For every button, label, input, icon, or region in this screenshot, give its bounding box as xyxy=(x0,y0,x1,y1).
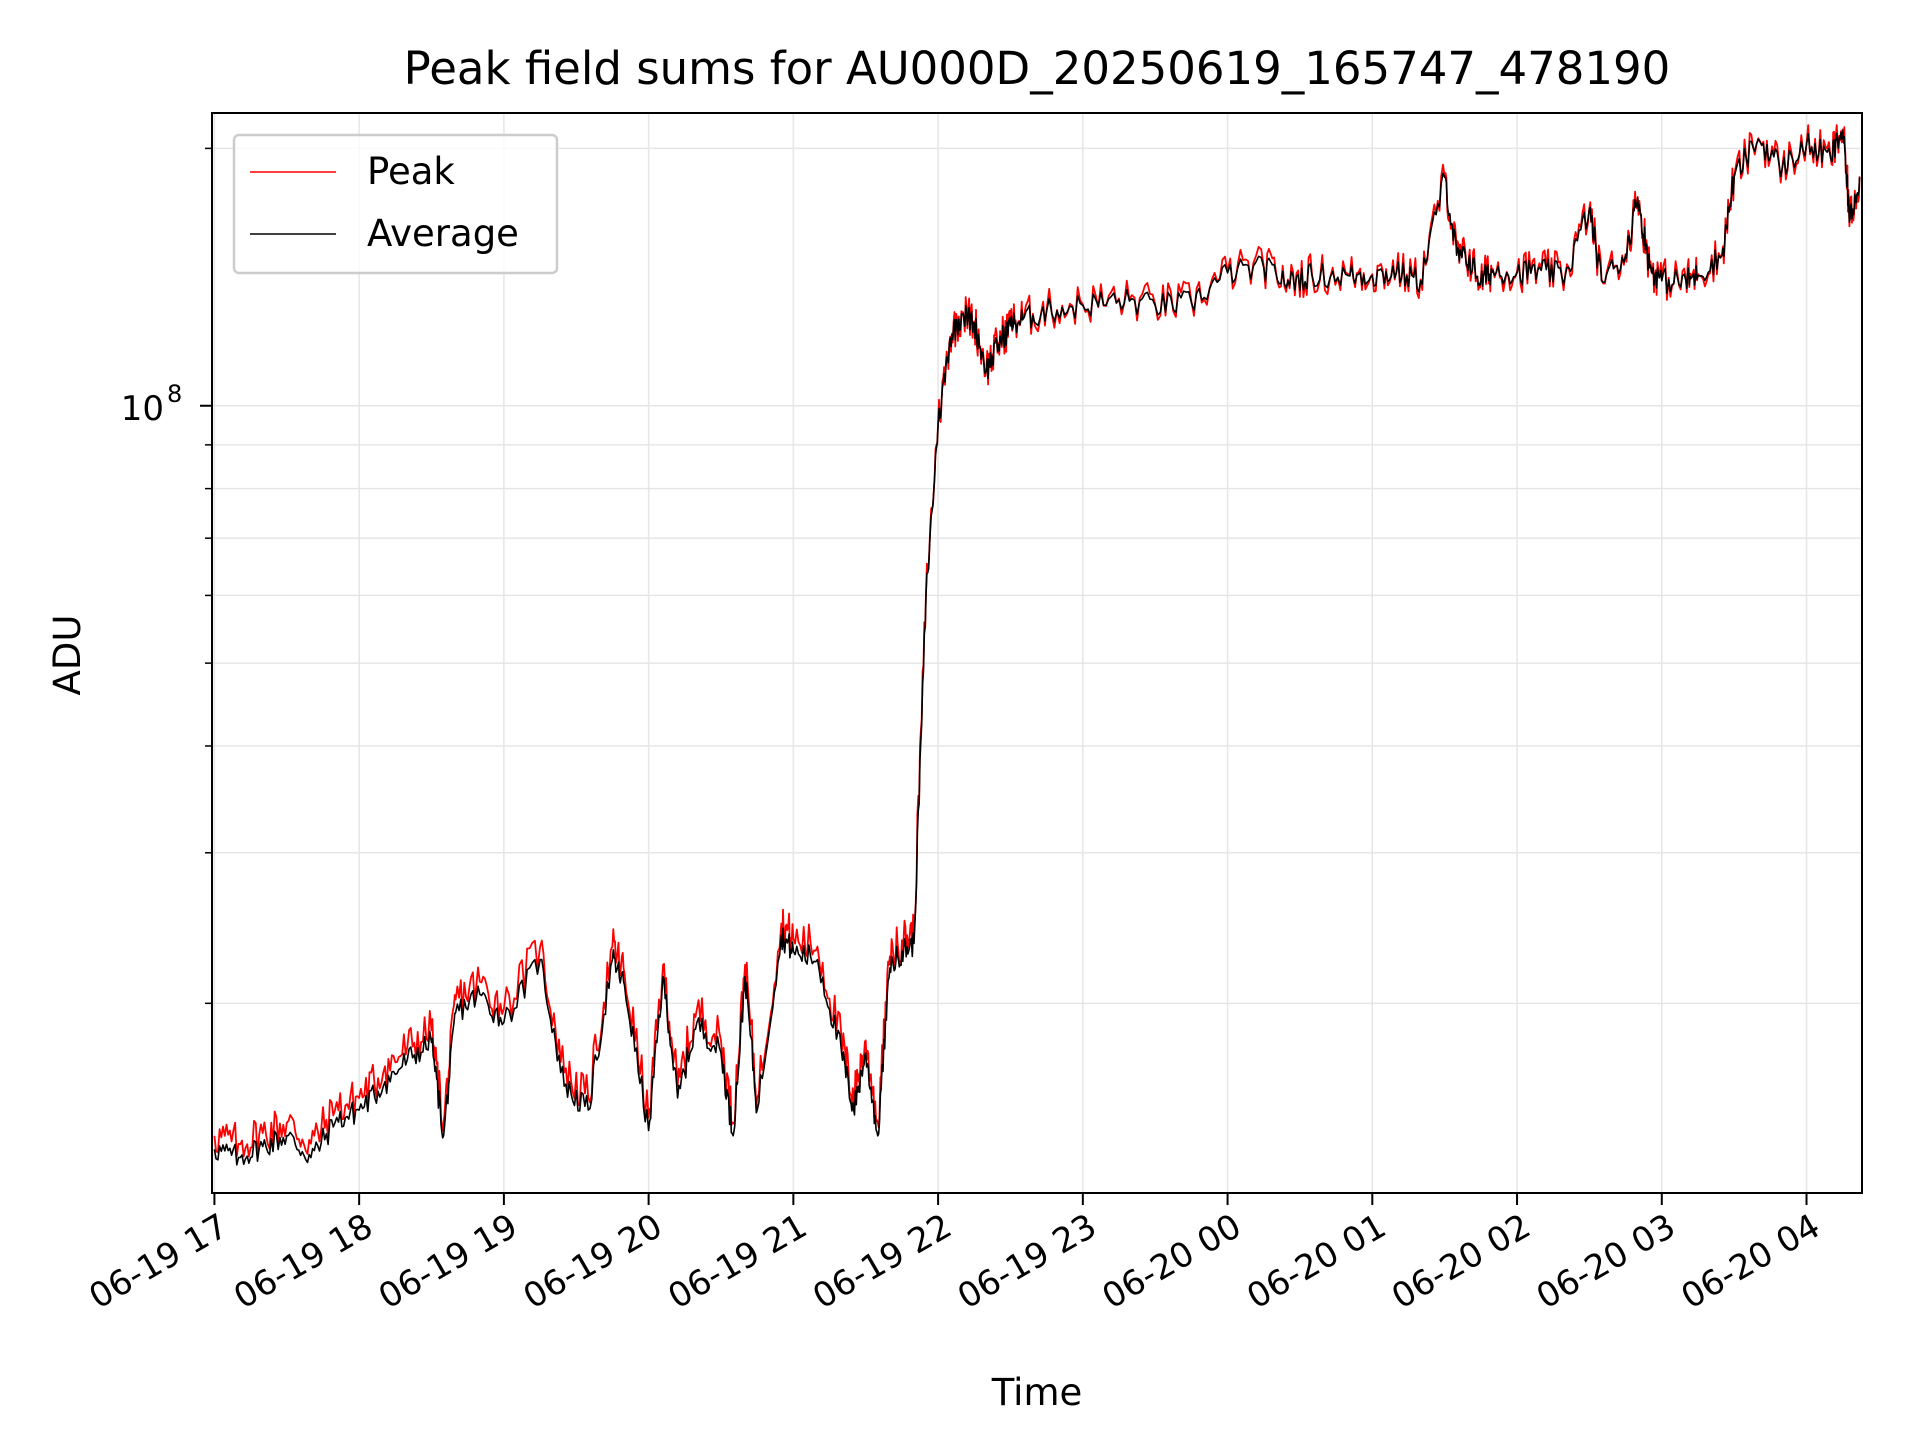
legend-box xyxy=(232,133,559,275)
y-axis-label: ADU xyxy=(46,615,89,696)
plot-series xyxy=(213,124,1861,1166)
legend-peak-label: Peak xyxy=(367,150,455,193)
average-series-line xyxy=(213,129,1861,1166)
legend: Peak Average xyxy=(232,133,559,275)
grid-lines xyxy=(212,113,1862,1193)
y-tick-exponent: 8 xyxy=(167,380,182,408)
x-axis-label: Time xyxy=(991,1371,1083,1414)
chart-title: Peak field sums for AU000D_20250619_1657… xyxy=(404,42,1671,95)
y-tick-label: 10 xyxy=(121,389,164,429)
legend-average-label: Average xyxy=(367,212,519,255)
plot-frame xyxy=(211,112,1863,1194)
